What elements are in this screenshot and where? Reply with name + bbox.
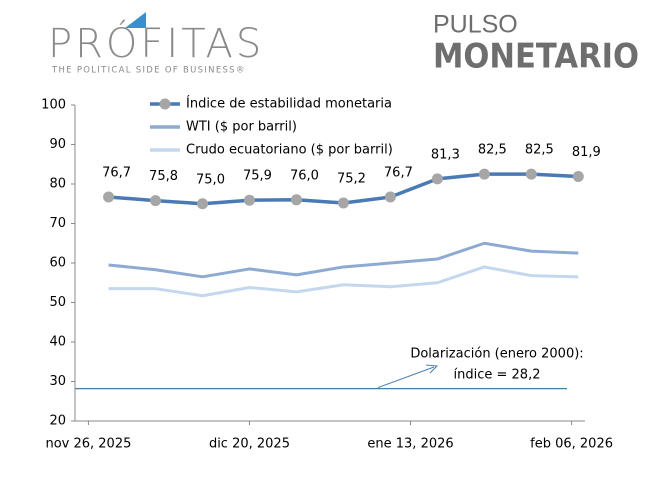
marker — [572, 170, 584, 182]
y-tick-label: 30 — [49, 374, 66, 389]
tagline: THE POLITICAL SIDE OF BUSINESS® — [51, 66, 246, 76]
data-label: 76,7 — [102, 166, 131, 181]
marker — [337, 197, 349, 209]
data-label: 75,9 — [243, 169, 272, 184]
series-line — [108, 241, 579, 279]
x-tick-label: ene 13, 2026 — [367, 437, 453, 452]
y-tick-label: 100 — [41, 98, 66, 113]
marker — [478, 168, 490, 180]
y-tick-label: 50 — [49, 295, 66, 310]
data-label: 76,7 — [384, 166, 413, 181]
y-tick-label: 20 — [49, 414, 66, 429]
y-tick-label: 40 — [49, 335, 66, 350]
marker — [103, 191, 115, 203]
marker — [525, 168, 537, 180]
logo-mark — [125, 12, 146, 28]
legend-label: Crudo ecuatoriano ($ por barril) — [186, 143, 393, 158]
marker — [197, 198, 208, 210]
product-top: PULSO — [433, 11, 518, 39]
legend-label: Índice de estabilidad monetaria — [186, 96, 392, 112]
marker — [243, 194, 255, 206]
y-tick-label: 60 — [49, 256, 66, 271]
marker — [384, 191, 396, 203]
product-bottom: MONETARIO — [433, 36, 639, 76]
marker — [150, 195, 162, 207]
arrow-head — [425, 364, 439, 374]
data-label: 81,9 — [572, 145, 601, 160]
legend-marker — [159, 98, 171, 110]
x-tick-label: feb 06, 2026 — [530, 437, 613, 452]
data-label: 82,5 — [478, 143, 507, 158]
data-label: 81,3 — [431, 147, 460, 162]
y-tick-label: 70 — [49, 216, 66, 231]
x-tick-label: nov 26, 2025 — [45, 437, 131, 452]
x-tick-label: dic 20, 2025 — [209, 437, 290, 452]
annotation: índice = 28,2 — [454, 368, 541, 383]
data-label: 75,2 — [337, 171, 366, 186]
data-label: 76,0 — [290, 168, 319, 183]
marker — [431, 173, 443, 185]
y-tick-label: 90 — [49, 137, 66, 152]
annotation-arrow — [377, 366, 435, 389]
legend-label: WTI ($ por barril) — [186, 120, 297, 135]
data-label: 75,8 — [149, 169, 178, 184]
marker — [290, 194, 302, 206]
series-line — [108, 265, 579, 298]
brand: PRÓFITAS — [48, 19, 264, 67]
y-tick-label: 80 — [49, 177, 66, 192]
annotation: Dolarización (enero 2000): — [410, 347, 583, 362]
data-label: 75,0 — [196, 172, 225, 187]
data-label: 82,5 — [525, 143, 554, 158]
